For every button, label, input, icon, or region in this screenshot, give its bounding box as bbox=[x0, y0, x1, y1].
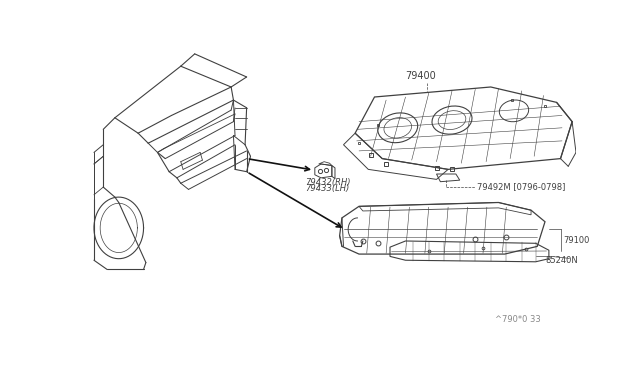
Text: 79100: 79100 bbox=[563, 236, 589, 245]
Text: ^790*0 33: ^790*0 33 bbox=[495, 315, 541, 324]
Text: 79400: 79400 bbox=[406, 71, 436, 81]
Text: 79433(LH): 79433(LH) bbox=[305, 184, 349, 193]
Text: 85240N: 85240N bbox=[545, 256, 578, 265]
Text: 79492M [0796-0798]: 79492M [0796-0798] bbox=[477, 183, 565, 192]
Text: 79432(RH): 79432(RH) bbox=[305, 178, 350, 187]
